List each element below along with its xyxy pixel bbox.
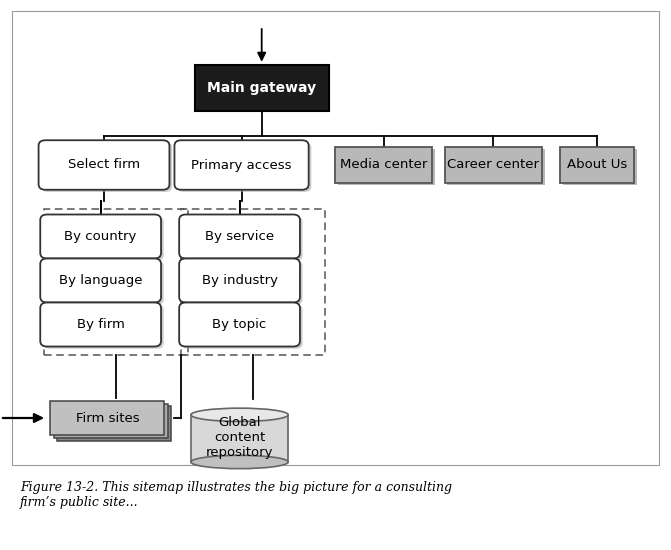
Ellipse shape <box>191 408 289 421</box>
Text: Main gateway: Main gateway <box>207 81 316 95</box>
FancyBboxPatch shape <box>174 140 309 190</box>
FancyBboxPatch shape <box>42 142 172 192</box>
Text: By firm: By firm <box>76 318 125 331</box>
Text: Media center: Media center <box>340 158 427 172</box>
FancyBboxPatch shape <box>182 217 303 261</box>
Text: Figure 13-2. This sitemap illustrates the big picture for a consulting
firm’s pu: Figure 13-2. This sitemap illustrates th… <box>20 481 452 509</box>
Text: Firm sites: Firm sites <box>76 411 139 425</box>
Text: By topic: By topic <box>213 318 266 331</box>
Bar <box>181 209 325 355</box>
Bar <box>563 150 637 185</box>
FancyBboxPatch shape <box>179 302 300 346</box>
FancyBboxPatch shape <box>40 302 161 346</box>
Text: About Us: About Us <box>567 158 627 172</box>
Text: By industry: By industry <box>201 274 278 287</box>
Ellipse shape <box>191 455 289 469</box>
Bar <box>191 415 289 462</box>
FancyBboxPatch shape <box>182 305 303 349</box>
Text: By service: By service <box>205 230 274 243</box>
Bar <box>338 150 435 185</box>
Text: By language: By language <box>59 274 142 287</box>
FancyBboxPatch shape <box>40 214 161 258</box>
FancyBboxPatch shape <box>179 258 300 303</box>
FancyBboxPatch shape <box>39 140 169 190</box>
FancyBboxPatch shape <box>177 142 311 192</box>
Bar <box>12 11 659 465</box>
Bar <box>447 150 544 185</box>
FancyBboxPatch shape <box>43 217 164 261</box>
Text: Primary access: Primary access <box>191 158 292 172</box>
Bar <box>335 147 432 183</box>
Bar <box>57 406 171 441</box>
FancyBboxPatch shape <box>182 261 303 305</box>
Bar <box>50 401 164 435</box>
FancyBboxPatch shape <box>43 305 164 349</box>
FancyBboxPatch shape <box>179 214 300 258</box>
Bar <box>444 147 542 183</box>
Text: Select firm: Select firm <box>68 158 140 172</box>
FancyBboxPatch shape <box>40 258 161 303</box>
Text: Global
content
repository: Global content repository <box>206 416 273 459</box>
FancyBboxPatch shape <box>43 261 164 305</box>
Text: Career center: Career center <box>447 158 539 172</box>
Bar <box>44 209 188 355</box>
Bar <box>54 404 168 438</box>
Bar <box>195 65 329 111</box>
Text: By country: By country <box>64 230 137 243</box>
Bar <box>560 147 634 183</box>
